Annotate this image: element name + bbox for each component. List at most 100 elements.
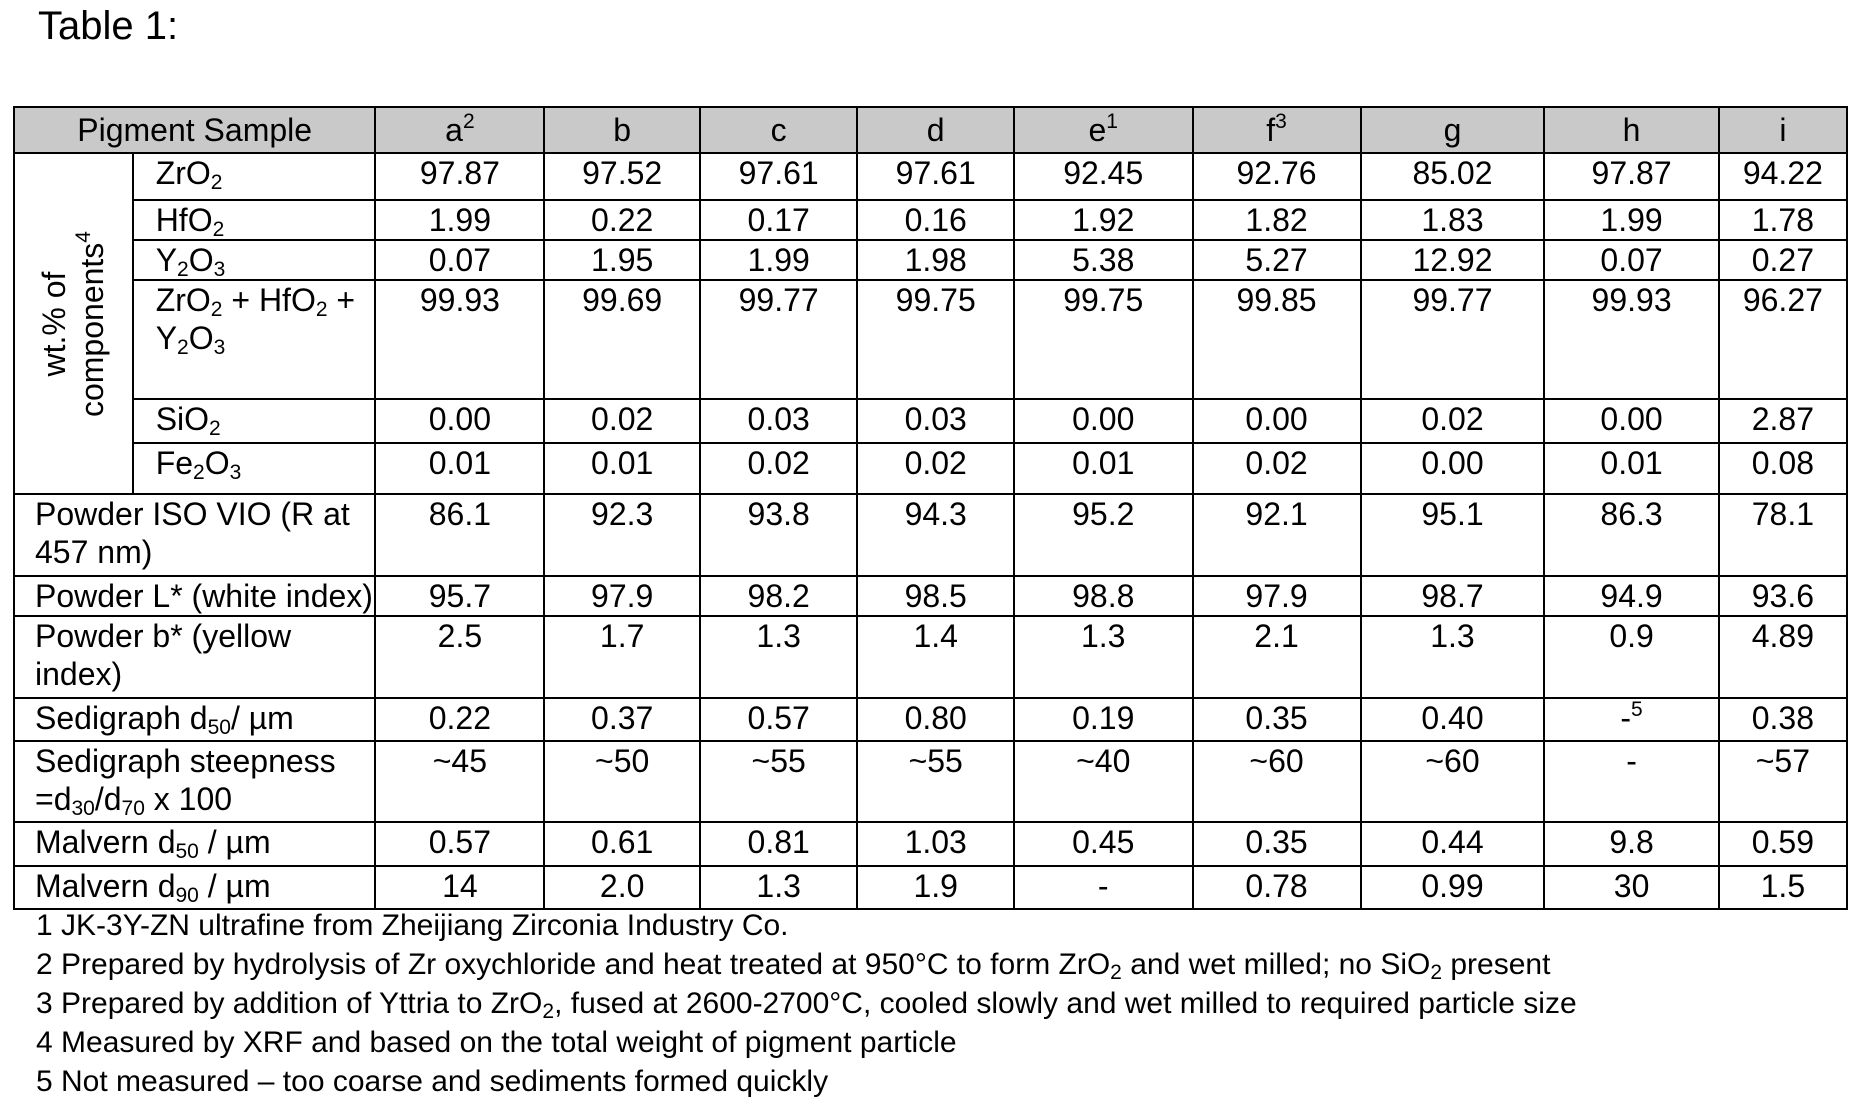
cell: 93.6 <box>1719 576 1847 616</box>
footnote-3: 3 Prepared by addition of Yttria to ZrO2… <box>36 984 1577 1023</box>
cell: ~40 <box>1014 741 1193 823</box>
cell: 0.02 <box>700 443 858 494</box>
group-label-wt-pct: wt.% ofcomponents4 <box>14 153 133 494</box>
row-label: Powder L* (white index) <box>14 576 375 616</box>
row-b-star: Powder b* (yellow index) 2.5 1.7 1.3 1.4… <box>14 616 1847 698</box>
cell: 1.78 <box>1719 200 1847 240</box>
cell: 0.03 <box>857 399 1014 443</box>
row-label: Powder b* (yellow index) <box>14 616 375 698</box>
header-sample: f3 <box>1193 107 1361 153</box>
cell: 98.8 <box>1014 576 1193 616</box>
cell: ~55 <box>700 741 858 823</box>
cell: 92.76 <box>1193 153 1361 199</box>
row-sedigraph-steepness: Sedigraph steepness=d30/d70 x 100 ~45 ~5… <box>14 741 1847 823</box>
cell: 97.61 <box>700 153 858 199</box>
cell: 0.9 <box>1544 616 1718 698</box>
cell: 2.5 <box>375 616 544 698</box>
row-l-star: Powder L* (white index) 95.7 97.9 98.2 9… <box>14 576 1847 616</box>
cell: 1.7 <box>544 616 699 698</box>
row-malvern-d90: Malvern d90 / µm 14 2.0 1.3 1.9 - 0.78 0… <box>14 866 1847 909</box>
cell: 2.1 <box>1193 616 1361 698</box>
row-sedigraph-d50: Sedigraph d50/ µm 0.22 0.37 0.57 0.80 0.… <box>14 698 1847 741</box>
cell: 99.77 <box>700 280 858 399</box>
cell: 1.3 <box>1361 616 1545 698</box>
cell: 95.1 <box>1361 494 1545 576</box>
header-sample: h <box>1544 107 1718 153</box>
cell: 1.99 <box>1544 200 1718 240</box>
cell: 0.07 <box>375 240 544 280</box>
cell: 0.00 <box>1361 443 1545 494</box>
cell: 1.5 <box>1719 866 1847 909</box>
row-zro2: wt.% ofcomponents4 ZrO2 97.87 97.52 97.6… <box>14 153 1847 199</box>
header-sample: d <box>857 107 1014 153</box>
cell: 97.9 <box>544 576 699 616</box>
cell: 0.00 <box>375 399 544 443</box>
cell: 1.4 <box>857 616 1014 698</box>
cell: 0.61 <box>544 822 699 865</box>
row-label: Malvern d90 / µm <box>14 866 375 909</box>
cell: 0.01 <box>544 443 699 494</box>
cell: 98.7 <box>1361 576 1545 616</box>
cell: 0.07 <box>1544 240 1718 280</box>
row-label: Fe2O3 <box>133 443 376 494</box>
cell: 0.00 <box>1544 399 1718 443</box>
cell: 1.99 <box>375 200 544 240</box>
footnote-1: 1 JK-3Y-ZN ultrafine from Zheijiang Zirc… <box>36 906 1577 945</box>
row-label: Sedigraph d50/ µm <box>14 698 375 741</box>
cell: 99.69 <box>544 280 699 399</box>
cell: 0.99 <box>1361 866 1545 909</box>
cell: -5 <box>1544 698 1718 741</box>
header-row: Pigment Sample a2 b c d e1 f3 g h i <box>14 107 1847 153</box>
cell: 1.95 <box>544 240 699 280</box>
cell: 0.78 <box>1193 866 1361 909</box>
cell: 0.00 <box>1193 399 1361 443</box>
row-label: HfO2 <box>133 200 376 240</box>
cell: 97.52 <box>544 153 699 199</box>
row-iso-vio: Powder ISO VIO (R at 457 nm) 86.1 92.3 9… <box>14 494 1847 576</box>
cell: 0.08 <box>1719 443 1847 494</box>
row-label: Malvern d50 / µm <box>14 822 375 865</box>
cell: ~60 <box>1361 741 1545 823</box>
cell: 92.3 <box>544 494 699 576</box>
footnotes: 1 JK-3Y-ZN ultrafine from Zheijiang Zirc… <box>36 906 1577 1101</box>
cell: 0.81 <box>700 822 858 865</box>
header-sample: b <box>544 107 699 153</box>
cell: 1.99 <box>700 240 858 280</box>
cell: 0.01 <box>375 443 544 494</box>
row-fe2o3: Fe2O3 0.01 0.01 0.02 0.02 0.01 0.02 0.00… <box>14 443 1847 494</box>
header-sample: i <box>1719 107 1847 153</box>
cell: 5.38 <box>1014 240 1193 280</box>
cell: 0.59 <box>1719 822 1847 865</box>
cell: 97.87 <box>1544 153 1718 199</box>
row-malvern-d50: Malvern d50 / µm 0.57 0.61 0.81 1.03 0.4… <box>14 822 1847 865</box>
cell: 95.2 <box>1014 494 1193 576</box>
header-sample: e1 <box>1014 107 1193 153</box>
footnote-5: 5 Not measured – too coarse and sediment… <box>36 1062 1577 1101</box>
cell: 9.8 <box>1544 822 1718 865</box>
cell: 98.5 <box>857 576 1014 616</box>
cell: 1.3 <box>1014 616 1193 698</box>
cell: 0.17 <box>700 200 858 240</box>
cell: 0.01 <box>1014 443 1193 494</box>
cell: 2.87 <box>1719 399 1847 443</box>
cell: 97.87 <box>375 153 544 199</box>
row-y2o3: Y2O3 0.07 1.95 1.99 1.98 5.38 5.27 12.92… <box>14 240 1847 280</box>
cell: 0.80 <box>857 698 1014 741</box>
cell: 95.7 <box>375 576 544 616</box>
cell: 97.61 <box>857 153 1014 199</box>
cell: 1.3 <box>700 866 858 909</box>
cell: 0.02 <box>544 399 699 443</box>
cell: 0.40 <box>1361 698 1545 741</box>
cell: 94.22 <box>1719 153 1847 199</box>
row-label: Y2O3 <box>133 240 376 280</box>
cell: 0.19 <box>1014 698 1193 741</box>
cell: 0.45 <box>1014 822 1193 865</box>
cell: 85.02 <box>1361 153 1545 199</box>
cell: 1.98 <box>857 240 1014 280</box>
cell: 1.82 <box>1193 200 1361 240</box>
cell: 0.00 <box>1014 399 1193 443</box>
cell: 86.3 <box>1544 494 1718 576</box>
cell: 98.2 <box>700 576 858 616</box>
cell: 0.02 <box>1193 443 1361 494</box>
cell: 1.03 <box>857 822 1014 865</box>
